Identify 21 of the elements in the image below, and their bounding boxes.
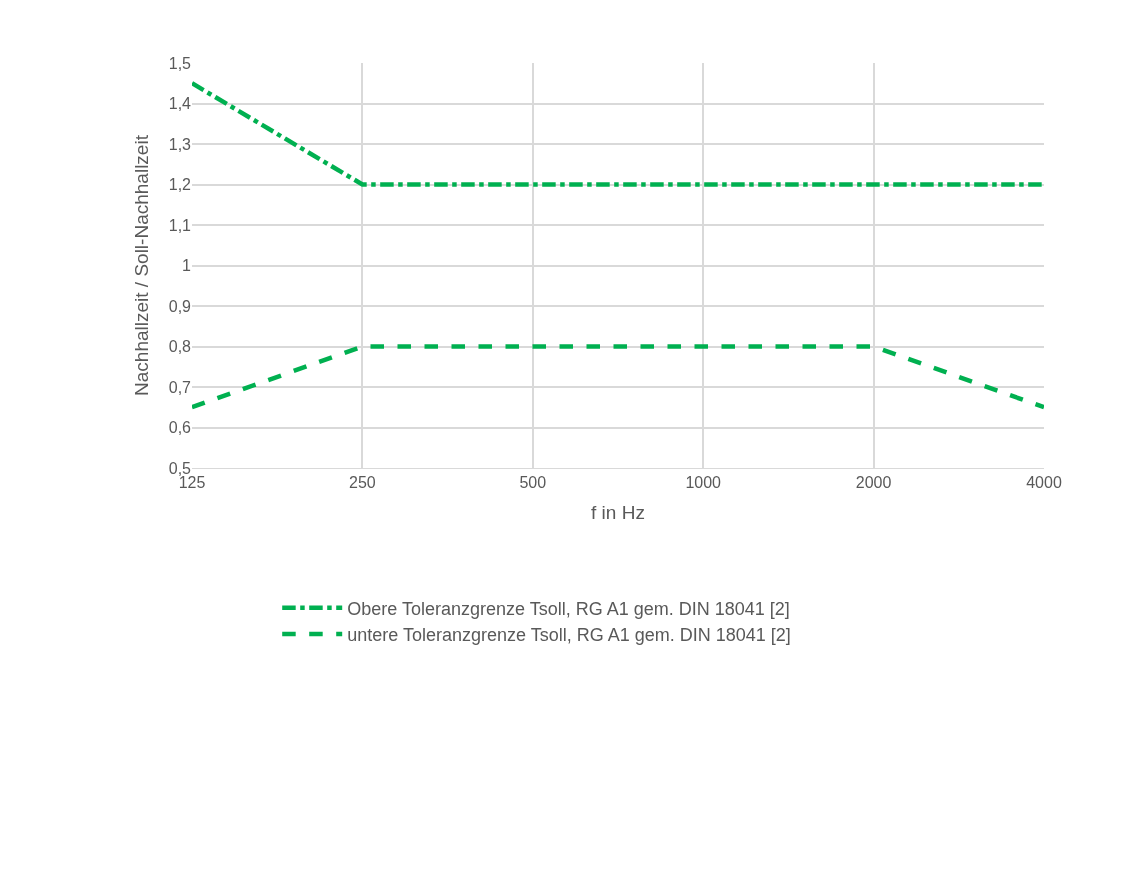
x-tick-label: 4000 bbox=[1026, 474, 1062, 492]
x-axis-title: f in Hz bbox=[591, 502, 645, 523]
legend-label: Obere Toleranzgrenze Tsoll, RG A1 gem. DIN 18041 [2] bbox=[347, 598, 790, 619]
legend-label: untere Toleranzgrenze Tsoll, RG A1 gem. DIN 18041 [2] bbox=[347, 625, 791, 646]
y-axis-title: Nachhallzeit / Soll-Nachhallzeit bbox=[130, 134, 152, 396]
y-tick-label: 1,2 bbox=[168, 176, 192, 194]
y-tick-label: 0,7 bbox=[168, 378, 192, 396]
y-tick-label: 1,3 bbox=[168, 135, 192, 153]
y-tick-label: 1 bbox=[182, 257, 192, 275]
y-tick-label: 1,1 bbox=[168, 216, 192, 234]
y-tick-label: 0,5 bbox=[168, 459, 192, 477]
x-tick-label: 125 bbox=[178, 474, 206, 492]
y-tick-label: 0,9 bbox=[168, 297, 192, 315]
x-tick-label: 500 bbox=[519, 474, 547, 492]
y-tick-label: 0,8 bbox=[168, 338, 192, 356]
y-tick-label: 1,5 bbox=[168, 54, 192, 72]
x-tick-label: 1000 bbox=[685, 474, 722, 492]
x-tick-label: 250 bbox=[349, 474, 376, 492]
x-tick-label: 2000 bbox=[855, 474, 892, 492]
y-tick-label: 1,4 bbox=[168, 95, 192, 113]
y-tick-label: 0,6 bbox=[168, 419, 192, 437]
